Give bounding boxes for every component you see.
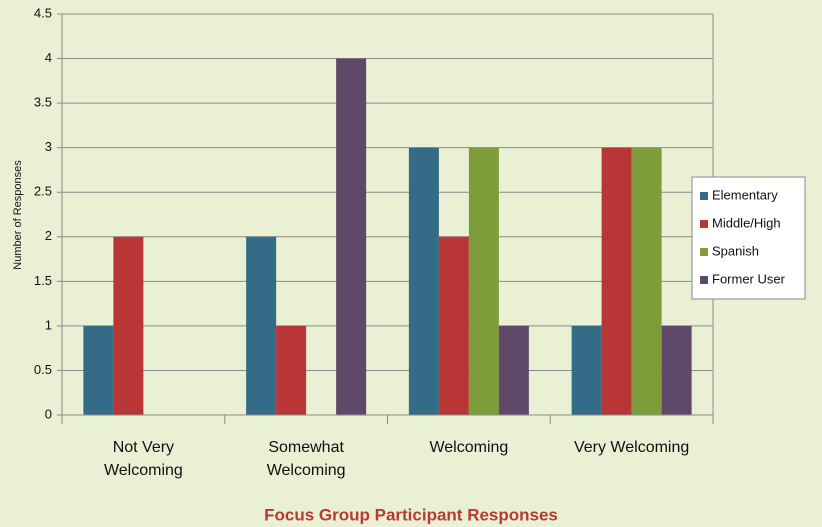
legend-swatch <box>700 248 708 256</box>
bar <box>661 325 692 415</box>
bar <box>601 147 632 415</box>
y-tick-label: 3.5 <box>34 95 52 110</box>
y-tick-label: 1.5 <box>34 273 52 288</box>
bar <box>631 147 662 415</box>
legend-swatch <box>700 276 708 284</box>
legend-swatch <box>700 220 708 228</box>
x-tick-label: Not Very Welcoming <box>103 439 183 479</box>
y-tick-label: 0 <box>45 406 52 421</box>
bar <box>83 325 114 415</box>
x-axis-title: Focus Group Participant Responses <box>264 505 558 524</box>
x-tick-label: Welcoming <box>429 439 509 456</box>
legend-box <box>691 176 806 300</box>
y-tick-label: 4 <box>45 50 52 65</box>
y-tick-label: 1 <box>45 317 52 332</box>
legend-label: Elementary <box>712 187 778 202</box>
x-tick-label: Somewhat Welcoming <box>266 439 346 479</box>
bar <box>468 147 499 415</box>
bar <box>571 325 602 415</box>
y-tick-label: 4.5 <box>34 5 52 20</box>
y-tick-label: 2.5 <box>34 184 52 199</box>
bar <box>498 325 529 415</box>
bar <box>113 236 144 415</box>
bar <box>438 236 469 415</box>
bar <box>336 58 367 416</box>
bar <box>276 325 307 415</box>
legend-label: Former User <box>712 271 786 286</box>
y-axis-title: Number of Responses <box>12 160 24 270</box>
legend-swatch <box>700 192 708 200</box>
x-tick-label: Very Welcoming <box>573 439 690 456</box>
legend-label: Middle/High <box>712 215 781 230</box>
y-tick-label: 0.5 <box>34 362 52 377</box>
y-tick-label: 2 <box>45 228 52 243</box>
bar <box>246 236 277 415</box>
y-tick-label: 3 <box>45 139 52 154</box>
legend-label: Spanish <box>712 243 759 258</box>
bar <box>408 147 439 415</box>
